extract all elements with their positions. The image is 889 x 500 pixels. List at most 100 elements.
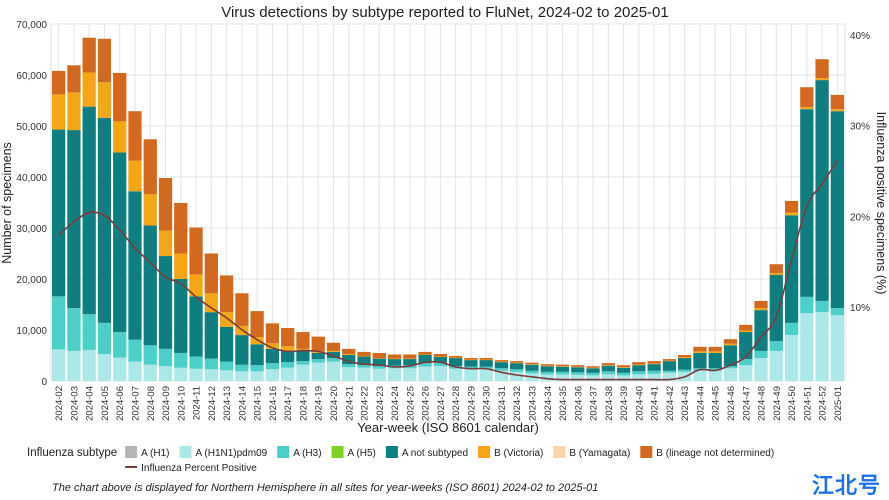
bar-a-not-subtyped-2024-10 bbox=[174, 279, 188, 353]
bar-a-h3--2024-41 bbox=[647, 370, 661, 374]
bar-a-h1n1-pdm09-2024-28 bbox=[449, 368, 463, 381]
bar-a-not-subtyped-2024-26 bbox=[418, 354, 432, 364]
bar-b-lineage-not-determined--2024-47 bbox=[739, 324, 753, 331]
bar-b-victoria--2025-01 bbox=[830, 109, 844, 112]
bar-b-victoria--2024-17 bbox=[281, 346, 295, 351]
legend-swatch bbox=[640, 446, 653, 458]
bar-b-lineage-not-determined--2024-19 bbox=[311, 336, 325, 352]
bar-b-victoria--2024-40 bbox=[632, 364, 646, 366]
bar-b-victoria--2024-33 bbox=[525, 364, 539, 365]
bar-a-not-subtyped-2024-13 bbox=[219, 326, 234, 362]
bar-b-lineage-not-determined--2024-08 bbox=[143, 139, 157, 195]
bar-a-h3--2024-10 bbox=[174, 352, 188, 368]
y2-axis-title: Influenza positive specimens (%) bbox=[874, 112, 888, 295]
bar-a-not-subtyped-2024-05 bbox=[97, 117, 112, 323]
x-tick-label: 2024-36 bbox=[573, 386, 584, 421]
bar-b-lineage-not-determined--2024-37 bbox=[586, 366, 600, 368]
bar-b-victoria--2024-41 bbox=[647, 363, 661, 365]
x-tick-label: 2024-41 bbox=[650, 386, 661, 421]
x-tick-label: 2024-12 bbox=[207, 386, 218, 421]
bar-a-h1n1-pdm09-2024-39 bbox=[616, 375, 631, 381]
legend-label: Influenza Percent Positive bbox=[141, 463, 257, 474]
bar-b-lineage-not-determined--2024-27 bbox=[433, 353, 447, 357]
bar-b-victoria--2024-45 bbox=[708, 351, 722, 353]
bar-a-h1n1-pdm09-2024-13 bbox=[219, 370, 234, 381]
x-tick-label: 2024-40 bbox=[634, 386, 645, 421]
x-tick-label: 2024-20 bbox=[329, 386, 340, 421]
x-axis-title: Year-week (ISO 8601 calendar) bbox=[357, 420, 539, 435]
y2-tick-label: 40% bbox=[850, 31, 870, 42]
bar-a-h1n1-pdm09-2024-35 bbox=[555, 374, 570, 381]
bar-a-h3--2024-45 bbox=[708, 368, 722, 371]
bar-b-lineage-not-determined--2024-04 bbox=[82, 37, 96, 73]
bar-b-lineage-not-determined--2024-23 bbox=[372, 352, 386, 359]
bar-b-victoria--2024-52 bbox=[815, 78, 829, 81]
bar-a-h3--2024-42 bbox=[662, 370, 677, 373]
bar-a-not-subtyped-2024-51 bbox=[800, 109, 814, 297]
bar-b-lineage-not-determined--2024-29 bbox=[464, 358, 478, 360]
bar-b-victoria--2024-44 bbox=[693, 351, 707, 353]
bar-a-h1n1-pdm09-2025-01 bbox=[830, 315, 844, 381]
bar-a-not-subtyped-2024-07 bbox=[128, 191, 142, 340]
bar-a-not-subtyped-2024-23 bbox=[372, 358, 386, 367]
bar-a-h1n1-pdm09-2024-09 bbox=[158, 366, 173, 381]
bar-a-not-subtyped-2024-52 bbox=[815, 80, 829, 301]
y2-tick-label: 20% bbox=[850, 212, 870, 223]
bar-a-h1n1-pdm09-2024-12 bbox=[204, 369, 218, 381]
bar-a-h3--2024-07 bbox=[128, 339, 142, 362]
legend-label: B (lineage not determined) bbox=[656, 448, 774, 459]
x-tick-label: 2024-16 bbox=[268, 386, 279, 421]
x-tick-label: 2024-18 bbox=[298, 386, 309, 421]
x-tick-label: 2024-19 bbox=[314, 386, 325, 421]
bar-b-lineage-not-determined--2024-26 bbox=[418, 351, 432, 355]
bar-a-h3--2024-50 bbox=[784, 322, 799, 336]
bar-a-h3--2024-33 bbox=[525, 370, 539, 374]
bar-a-h3--2024-21 bbox=[342, 364, 356, 368]
bar-b-lineage-not-determined--2024-50 bbox=[784, 200, 799, 213]
bar-a-not-subtyped-2024-41 bbox=[647, 364, 661, 371]
x-tick-label: 2024-11 bbox=[192, 386, 203, 420]
bar-a-h3--2024-12 bbox=[204, 358, 218, 370]
bar-a-h3--2024-35 bbox=[555, 371, 570, 375]
bar-b-victoria--2024-05 bbox=[97, 82, 112, 118]
y-tick-label: 0 bbox=[41, 377, 47, 388]
bar-b-lineage-not-determined--2024-32 bbox=[510, 361, 524, 363]
bar-b-victoria--2024-11 bbox=[189, 274, 203, 297]
bar-a-h1n1-pdm09-2024-49 bbox=[769, 350, 783, 381]
bar-b-lineage-not-determined--2024-52 bbox=[815, 59, 829, 79]
bar-a-h1n1-pdm09-2024-23 bbox=[372, 368, 386, 381]
bar-a-h3--2024-52 bbox=[815, 300, 829, 313]
legend-label: B (Victoria) bbox=[494, 448, 543, 459]
bar-a-h3--2024-08 bbox=[143, 345, 157, 365]
bar-b-lineage-not-determined--2024-06 bbox=[113, 72, 127, 122]
bar-a-not-subtyped-2024-49 bbox=[769, 274, 783, 342]
bar-b-victoria--2024-10 bbox=[174, 253, 188, 279]
bar-a-h3--2024-48 bbox=[754, 350, 768, 359]
x-tick-label: 2025-01 bbox=[833, 386, 844, 421]
bar-b-lineage-not-determined--2024-10 bbox=[174, 203, 188, 254]
bar-a-h1n1-pdm09-2024-47 bbox=[739, 365, 753, 381]
bar-b-victoria--2024-48 bbox=[754, 308, 768, 311]
bar-b-lineage-not-determined--2024-22 bbox=[357, 351, 371, 357]
bar-a-h1n1-pdm09-2024-22 bbox=[357, 367, 371, 381]
bar-a-h1n1-pdm09-2024-26 bbox=[418, 366, 432, 381]
bar-a-h1n1-pdm09-2024-40 bbox=[632, 374, 646, 381]
bar-a-h1n1-pdm09-2024-02 bbox=[52, 349, 66, 381]
bar-a-h3--2024-13 bbox=[219, 361, 234, 371]
bar-a-h1n1-pdm09-2024-18 bbox=[296, 364, 310, 381]
bar-b-victoria--2024-20 bbox=[326, 350, 341, 352]
bar-a-not-subtyped-2024-03 bbox=[67, 130, 81, 309]
bar-a-h1n1-pdm09-2024-19 bbox=[311, 362, 325, 381]
bar-a-not-subtyped-2024-37 bbox=[586, 368, 600, 373]
x-tick-label: 2024-37 bbox=[589, 386, 600, 421]
bar-b-lineage-not-determined--2024-11 bbox=[189, 227, 203, 275]
bar-a-h3--2024-16 bbox=[265, 363, 280, 370]
bar-b-victoria--2024-03 bbox=[67, 92, 81, 131]
bar-a-not-subtyped-2024-17 bbox=[281, 350, 295, 363]
bar-a-not-subtyped-2024-47 bbox=[739, 332, 753, 360]
x-tick-label: 2024-38 bbox=[604, 386, 615, 421]
bar-a-h1n1-pdm09-2024-08 bbox=[143, 364, 157, 381]
bar-b-victoria--2024-07 bbox=[128, 160, 142, 192]
x-tick-label: 2024-49 bbox=[772, 386, 783, 421]
